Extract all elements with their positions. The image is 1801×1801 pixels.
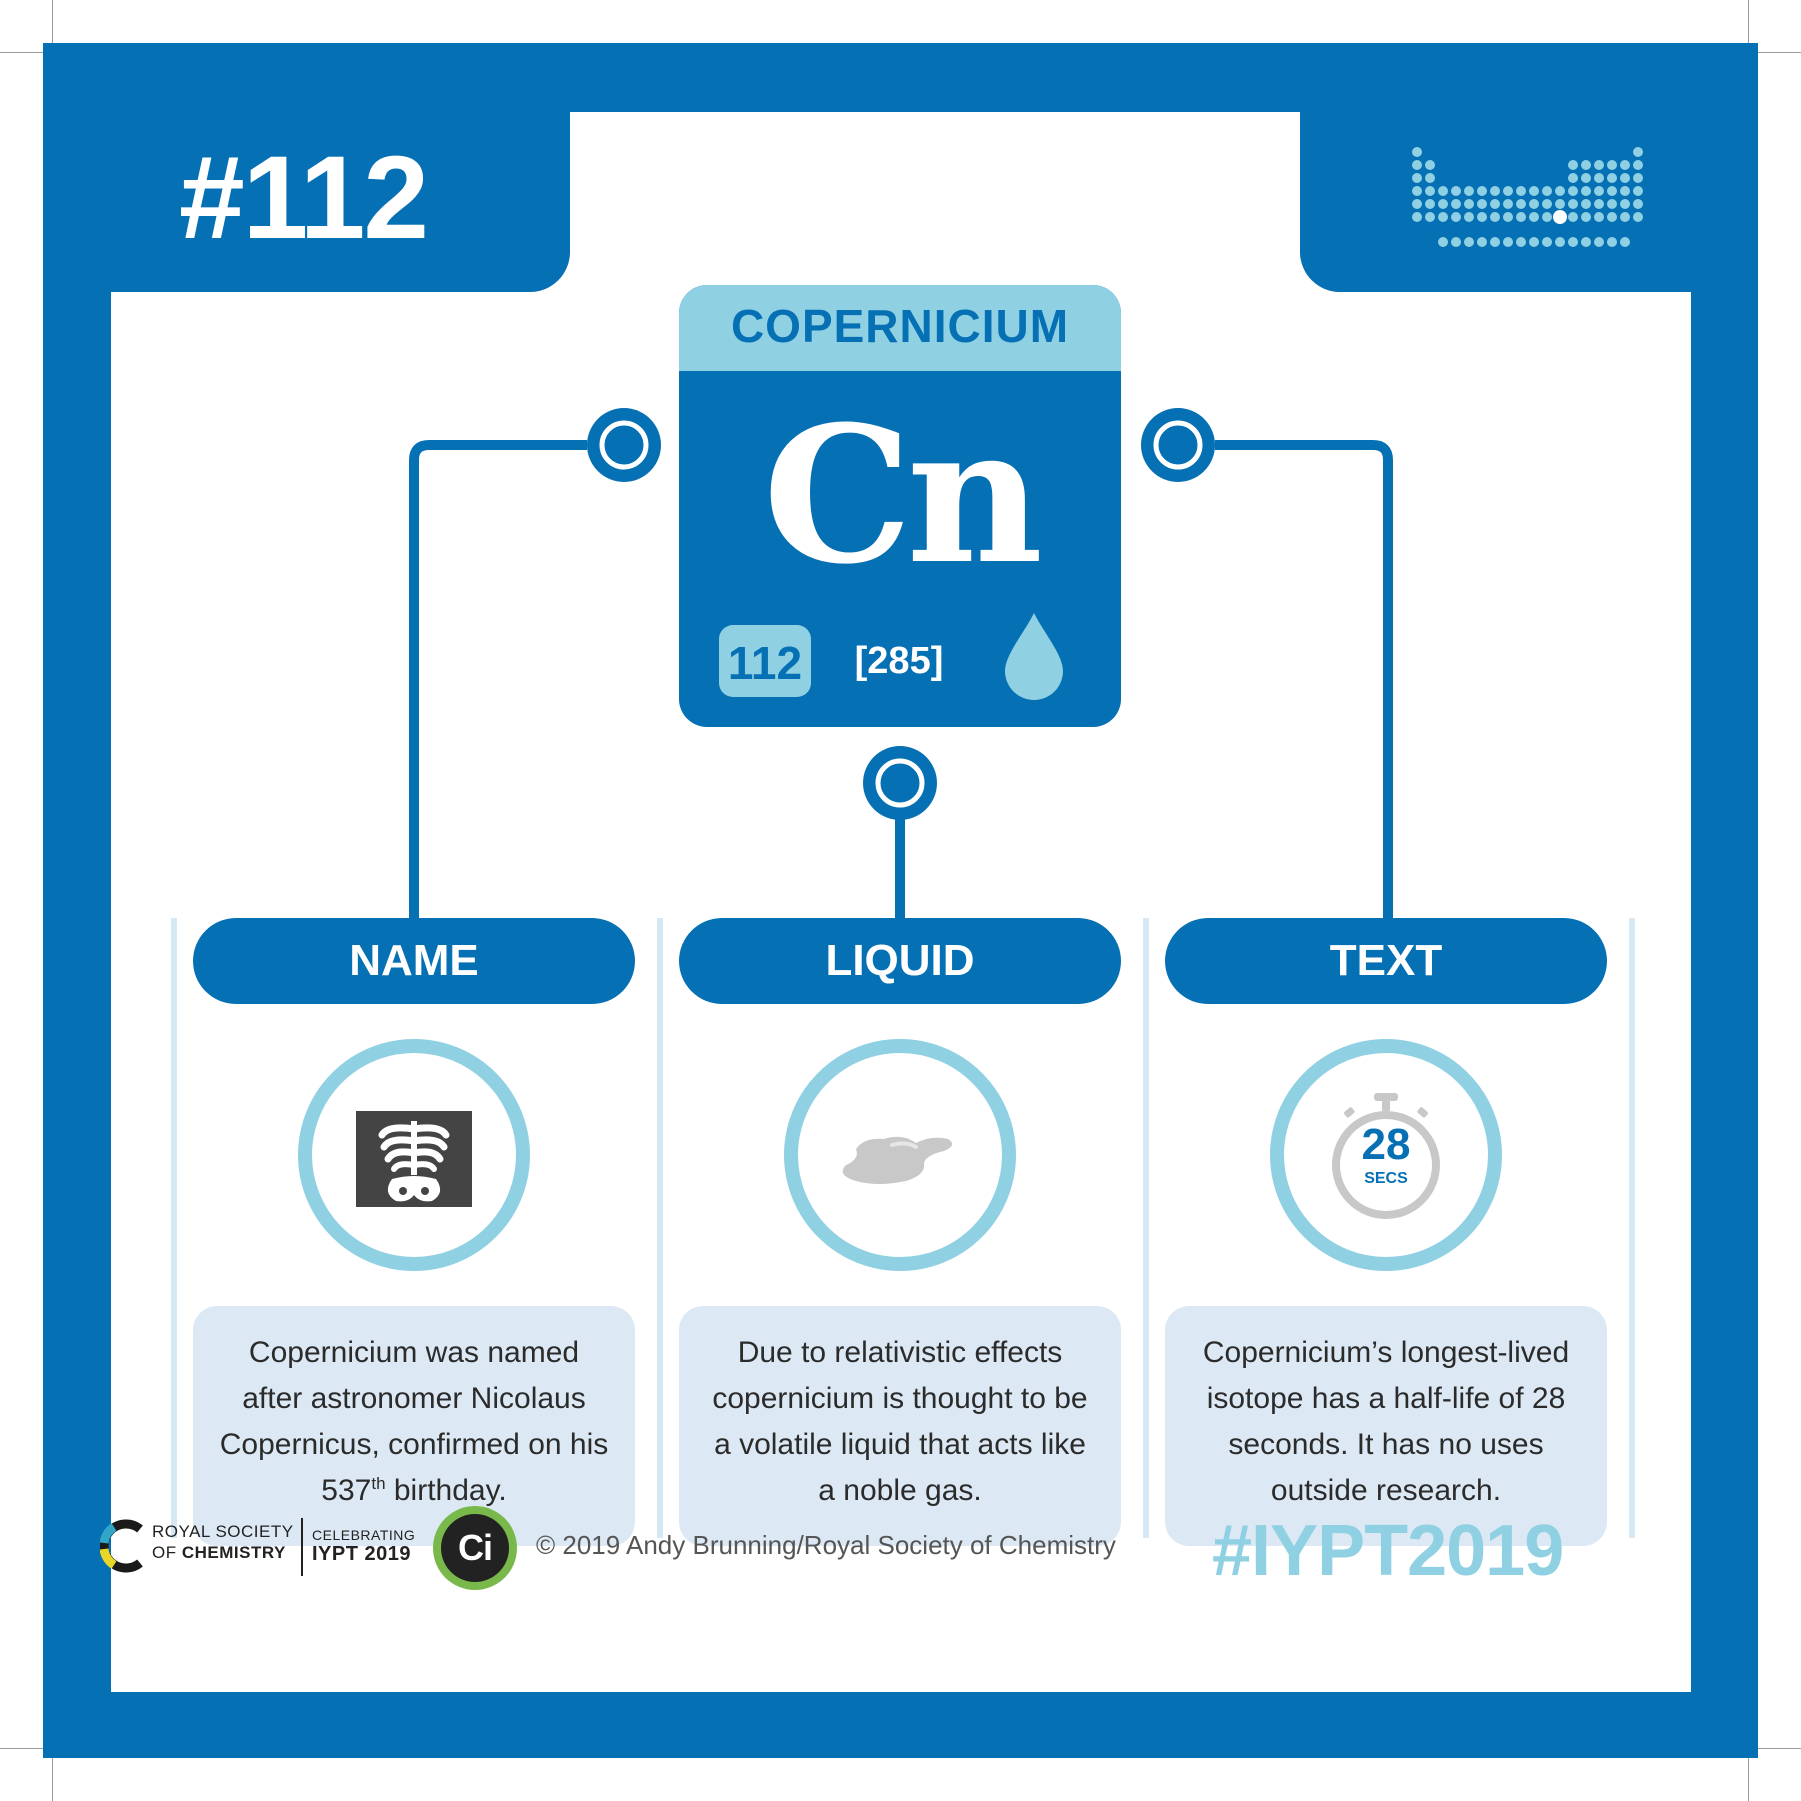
ci-logo-text: Ci (458, 1527, 493, 1568)
celebrating-label: CELEBRATING (312, 1527, 416, 1543)
crop-mark (0, 52, 43, 53)
fact-text: Due to relativistic effects copernicium … (712, 1336, 1088, 1507)
crop-mark (52, 0, 53, 43)
timer-unit: SECS (1364, 1170, 1408, 1187)
heading-label: TEXT (1329, 936, 1443, 985)
droplet-icon (1005, 613, 1063, 700)
fact-box-text: Copernicium’s longest-lived isotope has … (1165, 1306, 1607, 1546)
fact-box-liquid: Due to relativistic effects copernicium … (679, 1306, 1121, 1546)
fact-text: Copernicium’s longest-lived isotope has … (1202, 1336, 1570, 1507)
fact-box-name: Copernicium was named after astronomer N… (193, 1306, 635, 1546)
atomic-number-badge (719, 625, 811, 697)
xray-skeleton-icon (356, 1111, 472, 1207)
element-symbol: Cn (762, 385, 1043, 606)
crop-mark (1748, 0, 1749, 43)
heading-label: NAME (349, 936, 479, 985)
atomic-mass: [285] (854, 640, 944, 682)
rsc-name-line1: ROYAL SOCIETY (152, 1522, 294, 1541)
column-divider (171, 918, 177, 1538)
icon-ring (298, 1039, 530, 1271)
crop-mark (1758, 52, 1801, 53)
heading-label: LIQUID (825, 936, 975, 985)
icon-ring (784, 1039, 1016, 1271)
connector-lines (409, 408, 1393, 918)
liquid-puddle-icon (842, 1136, 953, 1184)
blue-frame: #112 COPERNICIUM (43, 43, 1758, 1758)
connector-node (863, 746, 937, 820)
stopwatch-icon (1332, 1093, 1440, 1219)
hashtag: #IYPT2019 (1212, 1511, 1564, 1591)
iypt-label: IYPT 2019 (312, 1543, 412, 1565)
crop-mark (1758, 1748, 1801, 1749)
atomic-number: 112 (727, 637, 803, 689)
rsc-name-line2: OF CHEMISTRY (152, 1543, 286, 1562)
element-tile: COPERNICIUM Cn 112 [285] (679, 285, 1121, 727)
column-divider (1629, 918, 1635, 1538)
connector-node (1141, 408, 1215, 482)
element-name-bar (679, 285, 1121, 371)
heading-pill-liquid: LIQUID (679, 918, 1121, 1004)
white-panel: #112 COPERNICIUM (111, 112, 1691, 1692)
heading-pill-text: TEXT (1165, 918, 1607, 1004)
number-tab: #112 (111, 112, 570, 292)
rsc-logo-icon (100, 1519, 143, 1573)
crop-mark (52, 1758, 53, 1801)
connector-node (587, 408, 661, 482)
icon-ring: 28 SECS (1270, 1039, 1502, 1271)
periodic-table-icon (1412, 147, 1643, 247)
fact-text: Copernicium was named after astronomer N… (219, 1336, 609, 1507)
copyright-text: © 2019 Andy Brunning/Royal Society of Ch… (536, 1530, 1116, 1560)
element-name: COPERNICIUM (730, 300, 1070, 352)
crop-mark (0, 1748, 43, 1749)
footer-divider (301, 1518, 303, 1576)
column-divider (657, 918, 663, 1538)
periodic-table-tab (1300, 112, 1691, 292)
crop-mark (1748, 1758, 1749, 1801)
ci-logo-inner (441, 1514, 509, 1582)
timer-value: 28 (1361, 1120, 1411, 1169)
heading-pill-name: NAME (193, 918, 635, 1004)
column-divider (1143, 918, 1149, 1538)
element-number-tag: #112 (179, 132, 429, 264)
